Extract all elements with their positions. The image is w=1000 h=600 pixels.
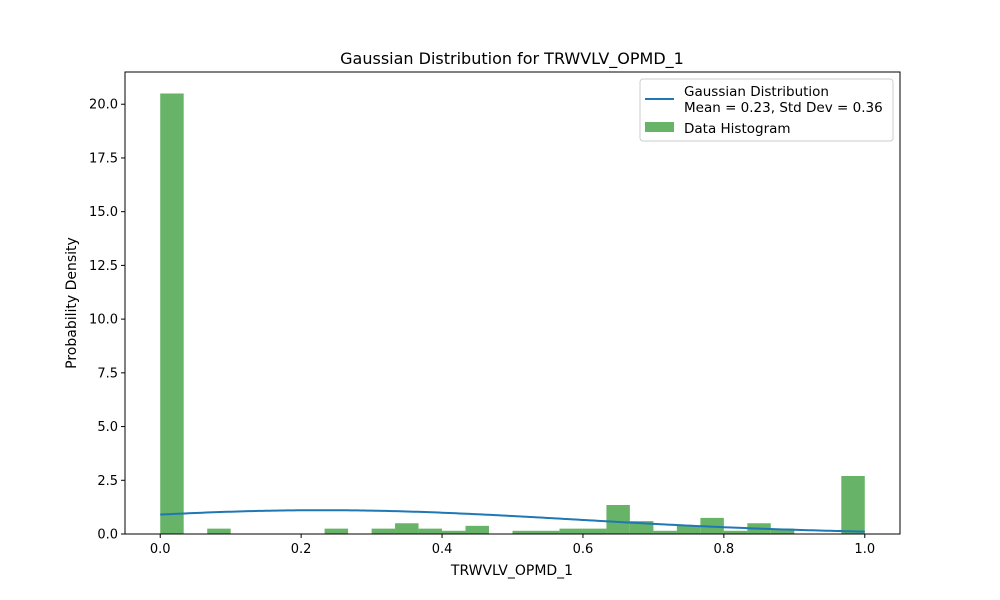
legend-histogram-swatch xyxy=(645,122,674,132)
x-tick-label-1: 0.2 xyxy=(291,542,312,557)
histogram-bars xyxy=(160,93,865,534)
histogram-bar-20 xyxy=(841,475,865,534)
x-tick-label-3: 0.6 xyxy=(573,542,594,557)
y-tick-label-2: 5.0 xyxy=(97,420,118,435)
plot-frame xyxy=(124,71,901,535)
histogram-bar-11 xyxy=(582,528,607,534)
gaussian-curve xyxy=(160,509,865,533)
y-tick-label-7: 17.5 xyxy=(89,151,118,166)
y-tick-label-5: 12.5 xyxy=(89,259,118,274)
chart-title: Gaussian Distribution for TRWVLV_OPMD_1 xyxy=(340,49,684,69)
histogram-bar-6 xyxy=(442,530,466,534)
histogram-bar-14 xyxy=(653,530,677,534)
x-tick-label-5: 1.0 xyxy=(854,542,875,557)
y-tick-label-8: 20.0 xyxy=(89,98,118,113)
legend-gaussian-stats: Mean = 0.23, Std Dev = 0.36 xyxy=(684,100,883,116)
gaussian-curve-layer xyxy=(160,509,865,533)
legend-histogram-label: Data Histogram xyxy=(684,121,791,137)
histogram-bar-3 xyxy=(371,528,396,534)
histogram-bar-2 xyxy=(324,528,349,534)
histogram-bar-9 xyxy=(535,530,560,534)
histogram-bar-7 xyxy=(465,525,489,534)
y-tick-label-4: 10.0 xyxy=(89,313,118,328)
x-axis-ticks: 0.0 0.2 0.4 0.6 0.8 1.0 xyxy=(150,534,875,557)
histogram-bar-12 xyxy=(606,504,630,534)
histogram-bar-1 xyxy=(207,528,231,534)
x-tick-label-0: 0.0 xyxy=(150,542,171,557)
legend: Gaussian Distribution Mean = 0.23, Std D… xyxy=(639,78,894,142)
legend-gaussian-label: Gaussian Distribution xyxy=(684,84,829,100)
y-tick-label-3: 7.5 xyxy=(97,366,118,381)
histogram-bar-4 xyxy=(395,523,419,534)
histogram-bar-8 xyxy=(512,530,536,534)
x-tick-label-2: 0.4 xyxy=(432,542,453,557)
histogram-bar-0 xyxy=(160,93,184,534)
legend-box xyxy=(639,78,894,142)
x-tick-label-4: 0.8 xyxy=(714,542,735,557)
histogram-bar-5 xyxy=(418,528,443,534)
histogram-bar-10 xyxy=(559,528,583,534)
histogram-bar-19 xyxy=(770,528,795,534)
y-tick-label-1: 2.5 xyxy=(97,474,118,489)
y-tick-label-0: 0.0 xyxy=(97,528,118,543)
histogram-bar-15 xyxy=(676,525,701,534)
x-axis-label: TRWVLV_OPMD_1 xyxy=(450,563,573,579)
y-axis-ticks: 0.0 2.5 5.0 7.5 10.0 12.5 15.0 17.5 20.0 xyxy=(89,98,125,543)
y-axis-label: Probability Density xyxy=(64,237,80,369)
histogram-bar-17 xyxy=(723,530,748,534)
y-tick-label-6: 15.0 xyxy=(89,205,118,220)
